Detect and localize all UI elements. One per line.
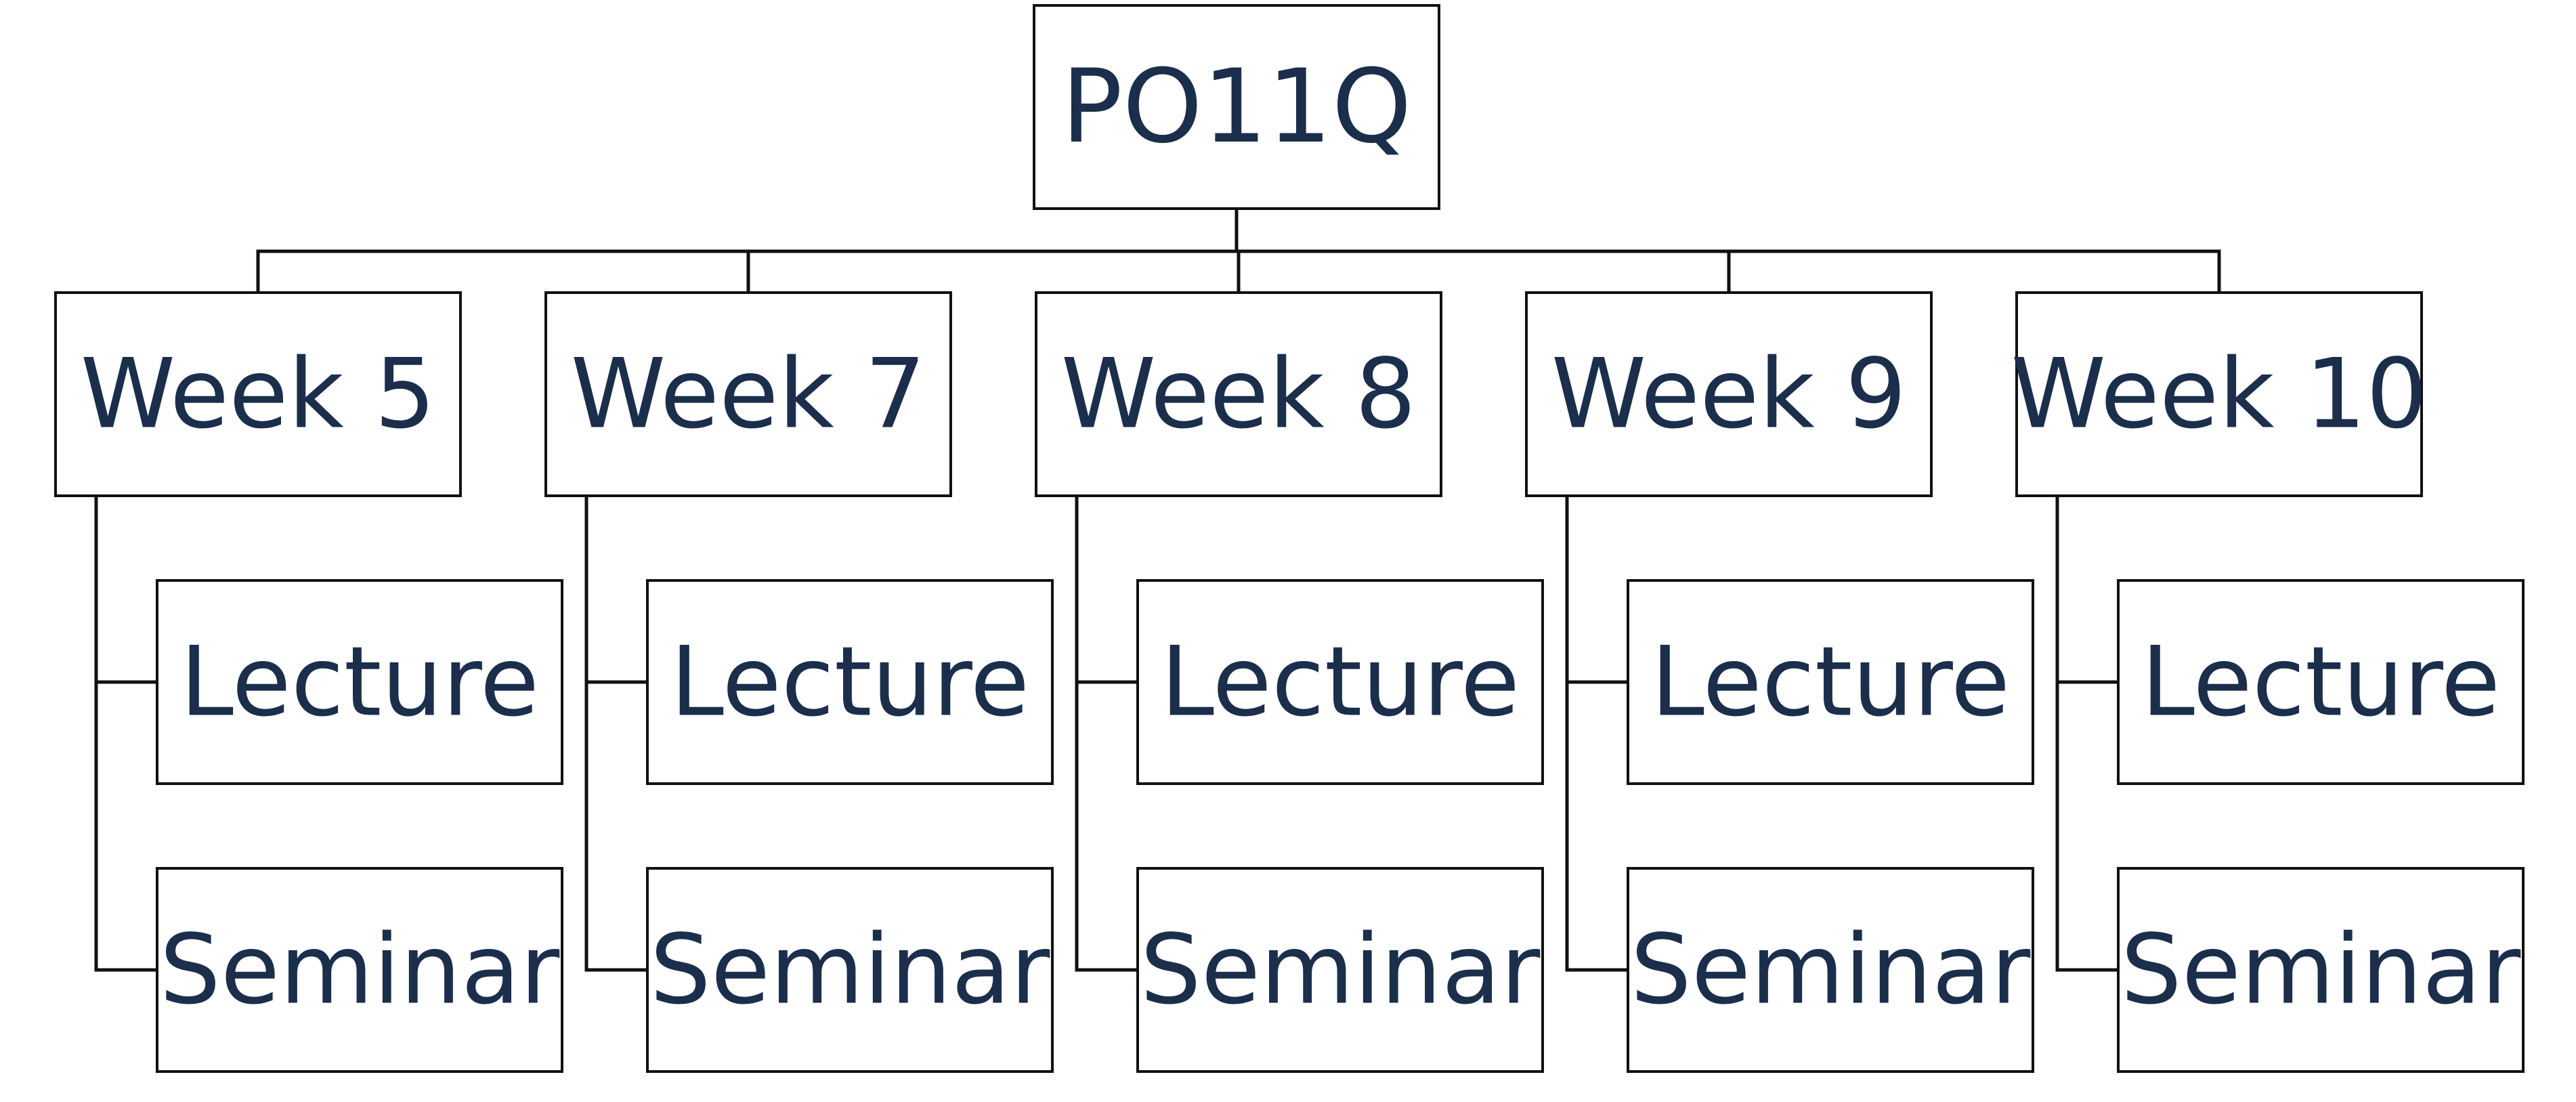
week-7-trunk (584, 494, 649, 972)
node-week-8-seminar-box (1136, 867, 1544, 1073)
node-week-5: Week 5 (54, 291, 462, 497)
node-week-5-lecture: Lecture (156, 579, 563, 785)
node-week-9-label: Week 9 (1551, 339, 1907, 450)
node-root-box (1033, 4, 1440, 210)
node-week-5-box (54, 291, 462, 497)
node-week-7-seminar-label: Seminar (650, 914, 1050, 1026)
node-week-5-label: Week 5 (81, 339, 436, 450)
node-week-7-seminar: Seminar (646, 867, 1054, 1073)
node-week-9-seminar-box (1627, 867, 2034, 1073)
node-root-label: PO11Q (1061, 48, 1411, 166)
node-week-10-lecture-label: Lecture (2141, 627, 2500, 738)
node-week-8-box (1035, 291, 1442, 497)
week-10-trunk (2055, 494, 2120, 972)
tree-nodes: Week 5 Lecture Seminar Week 7 Lecture Seminar… (54, 4, 2525, 1073)
node-week-8-seminar-label: Seminar (1140, 914, 1541, 1026)
node-week-10-lecture-box (2117, 579, 2525, 785)
node-week-7-label: Week 7 (571, 339, 926, 450)
node-week-9-lecture-box (1627, 579, 2034, 785)
node-week-5-seminar-box (156, 867, 563, 1073)
node-week-10-seminar-box (2117, 867, 2525, 1073)
node-week-10-lecture: Lecture (2117, 579, 2525, 785)
node-week-8: Week 8 (1035, 291, 1442, 497)
node-week-9: Week 9 (1525, 291, 1933, 497)
node-week-7: Week 7 (544, 291, 952, 497)
node-week-9-lecture-label: Lecture (1651, 627, 2010, 738)
week-8-trunk (1075, 494, 1140, 972)
node-week-5-seminar: Seminar (156, 867, 563, 1073)
node-week-8-lecture-box (1136, 579, 1544, 785)
node-week-9-lecture: Lecture (1627, 579, 2034, 785)
node-week-5-seminar-label: Seminar (160, 914, 560, 1026)
node-week-10-label: Week 10 (2011, 339, 2428, 450)
node-week-5-lecture-box (156, 579, 563, 785)
week-9-trunk (1565, 494, 1630, 972)
node-week-7-lecture: Lecture (646, 579, 1054, 785)
week-5-trunk (94, 494, 159, 972)
connector-lines (94, 207, 2221, 972)
node-root: PO11Q (1033, 4, 1440, 210)
node-week-5-lecture-label: Lecture (180, 627, 539, 738)
node-week-10-box (2015, 291, 2423, 497)
node-week-9-seminar-label: Seminar (1631, 914, 2031, 1026)
node-week-7-seminar-box (646, 867, 1054, 1073)
node-week-7-lecture-label: Lecture (670, 627, 1029, 738)
node-week-8-lecture: Lecture (1136, 579, 1544, 785)
node-week-10-seminar: Seminar (2117, 867, 2525, 1073)
node-week-9-seminar: Seminar (1627, 867, 2034, 1073)
node-week-8-label: Week 8 (1061, 339, 1417, 450)
node-week-8-seminar: Seminar (1136, 867, 1544, 1073)
node-week-8-lecture-label: Lecture (1161, 627, 1520, 738)
node-week-10-seminar-label: Seminar (2121, 914, 2521, 1026)
node-week-9-box (1525, 291, 1933, 497)
node-week-10: Week 10 (2011, 291, 2428, 497)
node-week-7-lecture-box (646, 579, 1054, 785)
node-week-7-box (544, 291, 952, 497)
